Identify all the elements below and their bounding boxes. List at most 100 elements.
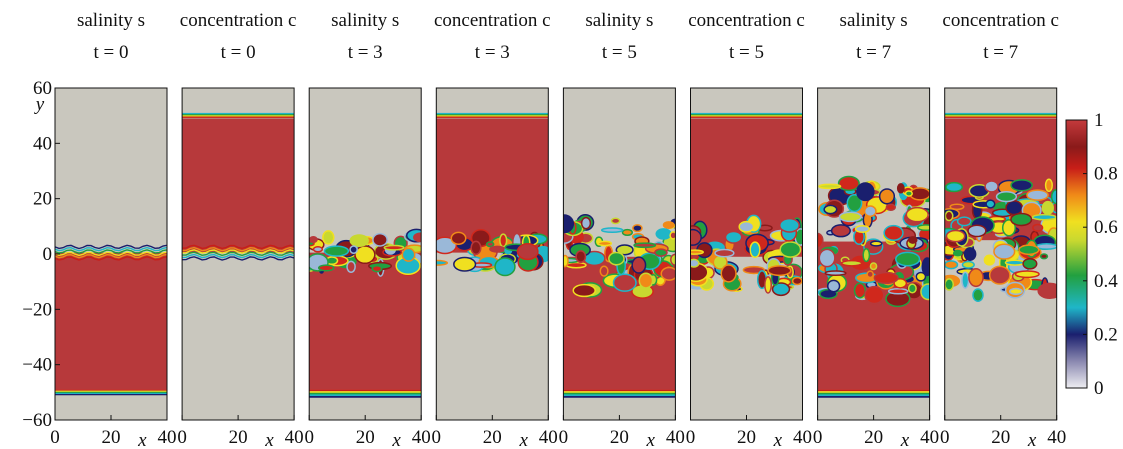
blob [869,240,883,247]
band [436,114,549,116]
blob [563,214,575,234]
band [55,389,167,391]
blob [767,265,792,277]
panel-subtitle: t = 0 [221,42,256,63]
panel-subtitle: t = 3 [348,42,383,63]
interface [55,251,167,257]
blob [655,228,672,240]
x-tick-label: 20 [864,427,883,448]
colorbar-tick-label: 1 [1094,110,1104,131]
blob [956,216,972,227]
blob [615,244,634,256]
panel-subtitle: t = 7 [983,42,1018,63]
blob [413,232,422,243]
band [309,391,422,393]
blob [764,276,773,294]
blob [632,224,643,233]
blob [1037,282,1057,300]
field-body [944,88,1057,420]
interface [182,249,295,254]
blob [856,182,875,202]
y-tick-label: −20 [22,299,52,320]
panel-subtitle: t = 0 [94,42,129,63]
band [182,112,295,115]
blob [944,260,959,270]
interface [182,251,295,257]
panel-subtitle: t = 3 [475,42,510,63]
blob [873,271,899,284]
x-tick-label: 0 [559,427,569,448]
band [309,389,422,392]
blob [572,283,596,298]
blob [654,248,668,257]
blob [862,247,871,263]
band [436,112,549,115]
x-tick-label: 20 [610,427,629,448]
x-tick-label: 20 [102,427,121,448]
blob [944,210,954,222]
blob [662,221,675,229]
x-axis-label: x [391,430,401,449]
interface [182,256,295,261]
blob [1010,179,1033,192]
blob [450,231,467,245]
blob [1050,189,1057,205]
blob [1008,287,1023,295]
field [817,88,930,420]
blob [823,204,838,215]
field [690,88,803,420]
x-tick-label: 40 [539,427,558,448]
blob [907,283,917,294]
blob [945,181,964,193]
band [817,395,930,398]
x-axis-label: x [646,430,656,449]
band [944,112,1057,115]
x-tick-label: 40 [158,427,177,448]
x-tick-label: 0 [50,427,60,448]
blob [742,265,766,275]
band [309,392,422,395]
panel-title: concentration c [434,10,551,31]
blob [631,256,647,274]
blob [993,243,1016,260]
blob [600,227,624,234]
blob [1004,259,1026,266]
red-region [436,118,549,253]
x-tick-label: 0 [813,427,823,448]
band [944,114,1057,116]
blob [401,247,416,262]
y-tick-label: −60 [22,410,52,431]
blob [863,205,877,218]
blob [322,230,335,245]
blob [1035,243,1057,250]
band [690,114,803,116]
field-body [690,88,803,420]
band [182,114,295,116]
blob [1014,270,1040,279]
x-tick-label: 40 [920,427,939,448]
colorbar [1065,119,1088,389]
blob [372,232,388,247]
y-tick-label: 20 [33,189,52,210]
blob [837,175,860,192]
blob [887,287,909,295]
blob [669,231,676,240]
colorbar-tick-label: 0 [1094,378,1104,399]
panel-subtitle: t = 7 [856,42,891,63]
x-tick-label: 0 [177,427,187,448]
band [55,392,167,395]
x-tick-label: 20 [737,427,756,448]
blob [436,236,458,255]
colorbar-tick-label: 0.8 [1094,164,1118,185]
blob [499,233,508,248]
panel-title: concentration c [688,10,805,31]
band [309,394,422,397]
red-region [55,252,167,390]
band [817,394,930,397]
x-tick-label: 40 [793,427,812,448]
panel-title: concentration c [942,10,1059,31]
y-tick-label: −40 [22,355,52,376]
blob [838,211,862,223]
blob [599,265,609,277]
band [182,115,295,117]
